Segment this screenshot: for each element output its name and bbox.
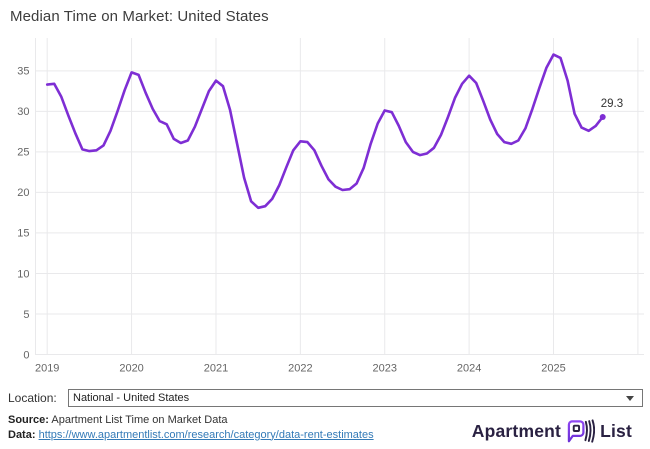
x-axis-tick-label: 2020 xyxy=(119,363,143,375)
x-axis-tick-label: 2019 xyxy=(35,363,59,375)
y-axis-tick-label: 35 xyxy=(17,66,29,78)
data-link[interactable]: https://www.apartmentlist.com/research/c… xyxy=(38,428,374,441)
y-axis-tick-label: 20 xyxy=(17,187,29,199)
logo-text-list: List xyxy=(600,421,632,441)
y-axis-tick-label: 15 xyxy=(17,228,29,240)
source-text: Apartment List Time on Market Data xyxy=(51,414,228,426)
data-label: Data: xyxy=(8,428,36,441)
apartment-list-logo: Apartment List xyxy=(472,419,632,444)
series-end-value-label: 29.3 xyxy=(601,98,623,110)
y-axis-tick-label: 30 xyxy=(17,106,29,118)
y-axis-tick-label: 5 xyxy=(23,309,29,321)
data-line: Data: https://www.apartmentlist.com/rese… xyxy=(8,428,374,443)
logo-text-apartment: Apartment xyxy=(471,421,562,441)
series-end-dot xyxy=(599,114,606,121)
apartment-list-house-icon xyxy=(567,419,596,443)
location-selected-value: National - United States xyxy=(73,392,190,404)
page-title: Median Time on Market: United States xyxy=(10,8,269,25)
x-axis-tick-label: 2024 xyxy=(457,363,481,375)
median-time-series-line xyxy=(45,53,605,210)
y-axis-tick-label: 25 xyxy=(17,147,29,159)
source-footer: Source: Apartment List Time on Market Da… xyxy=(8,413,374,442)
x-axis-tick-label: 2021 xyxy=(204,363,228,375)
y-axis-tick-label: 0 xyxy=(23,349,29,361)
location-select[interactable]: National - United States xyxy=(68,389,643,407)
x-axis-tick-label: 2025 xyxy=(541,363,565,375)
chevron-down-icon xyxy=(626,395,634,401)
y-axis-tick-label: 10 xyxy=(17,268,29,280)
source-label: Source: xyxy=(8,414,49,426)
location-row: Location: National - United States xyxy=(8,388,643,408)
x-axis-tick-label: 2023 xyxy=(372,363,396,375)
location-label: Location: xyxy=(8,391,57,405)
x-axis-tick-label: 2022 xyxy=(288,363,312,375)
source-line: Source: Apartment List Time on Market Da… xyxy=(8,413,374,428)
